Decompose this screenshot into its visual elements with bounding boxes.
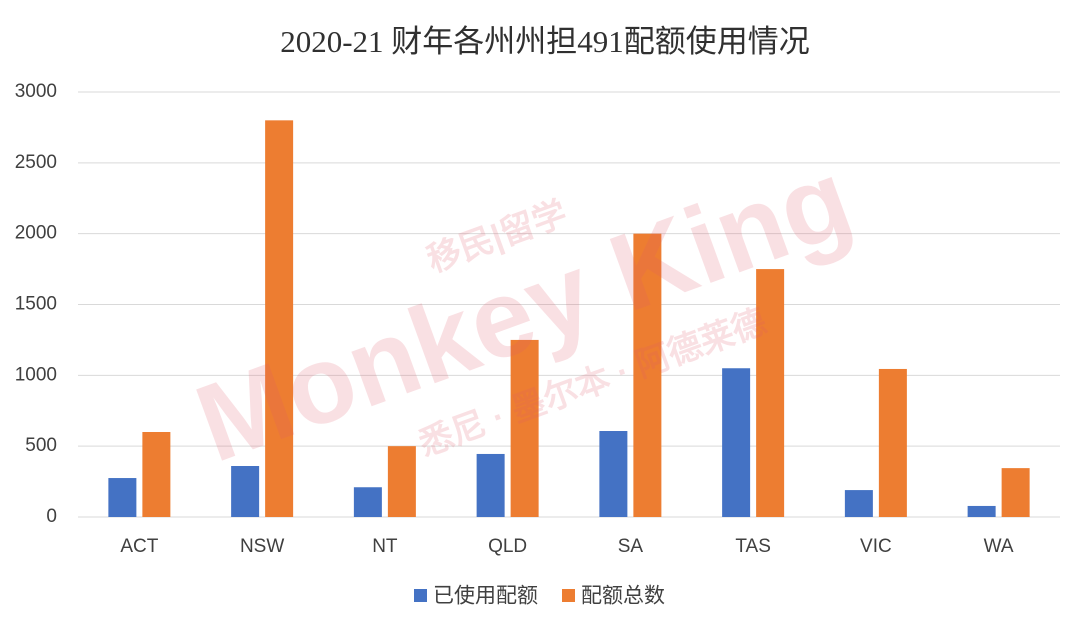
bar [722,368,751,517]
bar [265,120,294,517]
x-tick-label: ACT [120,536,158,557]
bar [633,233,662,517]
bar [231,466,260,517]
y-tick-label: 2000 [15,223,57,244]
x-tick-label: QLD [488,536,527,557]
x-tick-label: NT [372,536,398,557]
legend-label: 已使用配额 [433,585,538,608]
bar [844,490,873,517]
y-tick-label: 0 [46,506,57,527]
x-tick-label: SA [618,536,644,557]
legend-swatch [414,589,427,602]
bar [878,368,907,517]
bar [142,432,171,517]
bar [756,269,785,517]
x-tick-label: WA [984,536,1014,557]
bar [387,446,416,517]
legend: 已使用配额 配额总数 [414,585,665,608]
y-tick-label: 1000 [15,364,57,385]
legend-label: 配额总数 [581,585,665,608]
bar [967,505,996,517]
plot-area: 0 500 1000 1500 2000 2500 3000 ACT NSW NT QLD SA TAS… [15,81,1060,557]
y-tick-label: 500 [25,435,57,456]
bar [510,339,539,517]
x-tick-label: TAS [735,536,771,557]
legend-swatch [562,589,575,602]
chart-title: 2020-21 财年各州州担491配额使用情况 [280,24,810,59]
y-tick-label: 3000 [15,81,57,102]
bar [353,487,382,517]
bar [108,478,137,517]
y-tick-label: 2500 [15,152,57,173]
y-tick-label: 1500 [15,294,57,315]
bar [1001,468,1030,517]
x-tick-label: NSW [240,536,284,557]
bar [599,431,628,517]
x-tick-label: VIC [860,536,892,557]
bar [476,453,505,517]
